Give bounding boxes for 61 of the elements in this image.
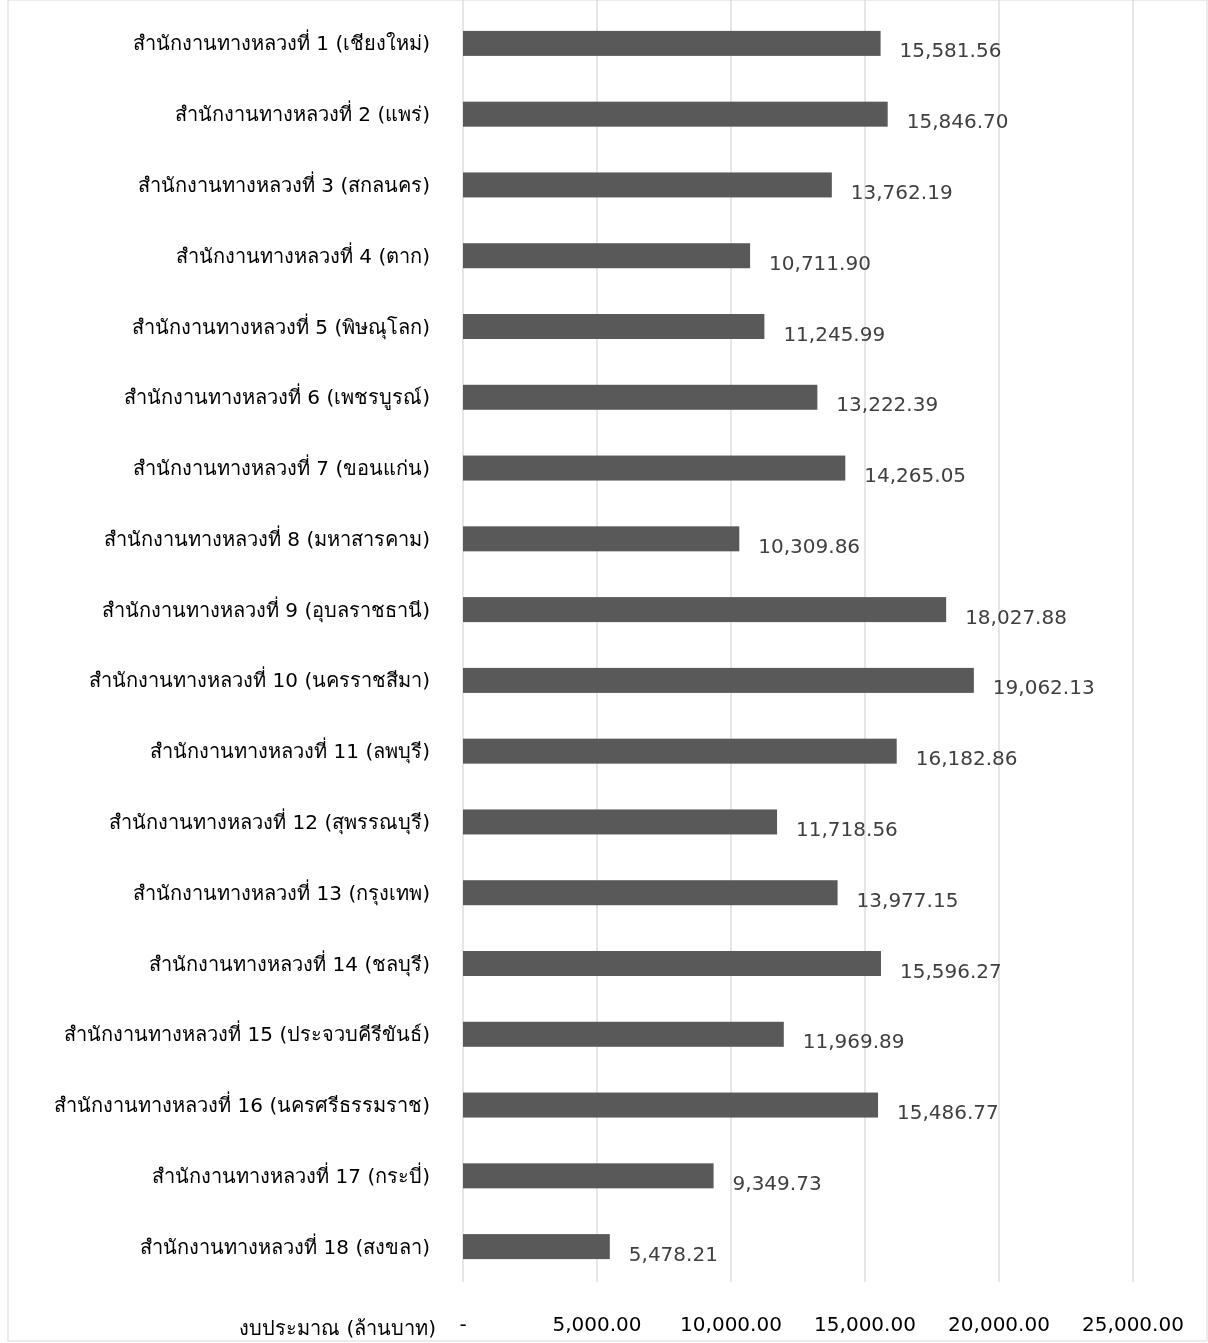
bar [463,526,740,552]
data-label: 13,222.39 [836,392,939,417]
data-label: 16,182.86 [915,746,1018,771]
y-tick-label: สำนักงานทางหลวงที่ 10 (นครราชสีมา) [89,666,430,693]
y-tick-label: สำนักงานทางหลวงที่ 18 (สงขลา) [140,1232,430,1259]
bar [463,243,751,269]
y-tick-label: สำนักงานทางหลวงที่ 2 (แพร่) [174,100,430,127]
y-tick-label: สำนักงานทางหลวงที่ 11 (ลพบุรี) [150,737,430,765]
data-label: 15,596.27 [899,958,1002,983]
data-label: 15,486.77 [897,1100,999,1125]
y-tick-label: สำนักงานทางหลวงที่ 15 (ประจวบคีรีขันธ์) [64,1020,430,1047]
data-label: 19,062.13 [992,675,1095,700]
data-label: 11,718.56 [796,816,898,841]
bar [463,455,846,481]
bar [463,597,947,623]
data-label: 11,969.89 [802,1029,905,1054]
bar [463,880,838,906]
bar [463,667,974,693]
data-label: 15,846.70 [906,109,1009,134]
bar [463,951,881,976]
y-tick-label: สำนักงานทางหลวงที่ 6 (เพชรบูรณ์) [123,383,430,411]
y-tick-label: สำนักงานทางหลวงที่ 1 (เชียงใหม่) [132,29,430,56]
data-label: 9,349.73 [732,1170,822,1195]
bar [463,172,832,198]
y-tick-label: สำนักงานทางหลวงที่ 7 (ขอนแก่น) [132,454,430,481]
y-tick-label: สำนักงานทางหลวงที่ 17 (กระบี่) [152,1161,430,1188]
data-label: 5,478.21 [628,1241,718,1266]
y-tick-label: สำนักงานทางหลวงที่ 3 (สกลนคร) [137,170,430,197]
y-tick-label: สำนักงานทางหลวงที่ 5 (พิษณุโลก) [131,312,430,340]
y-tick-label: สำนักงานทางหลวงที่ 16 (นครศรีธรรมราช) [54,1091,430,1118]
x-axis-title: งบประมาณ (ล้านบาท) [239,1316,436,1340]
x-tick-label: 10,000.00 [680,1312,782,1336]
y-tick-label: สำนักงานทางหลวงที่ 13 (กรุงเทพ) [133,878,430,906]
x-tick-label: 15,000.00 [814,1312,916,1336]
y-tick-label: สำนักงานทางหลวงที่ 14 (ชลบุรี) [149,949,430,977]
data-label: 13,762.19 [850,179,953,204]
data-label: 15,581.56 [899,38,1002,63]
bar [463,1092,879,1118]
x-tick-label: 25,000.00 [1082,1312,1184,1336]
bar [463,1163,714,1189]
bar [463,809,778,835]
data-label: 11,245.99 [783,321,886,346]
bar [463,384,818,410]
data-label: 14,265.05 [864,463,967,488]
data-label: 10,309.86 [758,533,861,558]
y-tick-label: สำนักงานทางหลวงที่ 8 (มหาสารคาม) [103,524,430,551]
x-tick-label: 5,000.00 [552,1312,642,1336]
data-label: 13,977.15 [856,887,959,912]
bar [463,1021,784,1047]
y-tick-label: สำนักงานทางหลวงที่ 9 (อุบลราชธานี) [101,595,430,623]
bar [463,738,897,764]
bar [463,101,888,127]
bar [463,30,881,56]
data-label: 10,711.90 [769,250,871,275]
bar [463,314,765,339]
data-label: 18,027.88 [965,604,1067,629]
x-tick-label: - [459,1312,467,1336]
y-tick-label: สำนักงานทางหลวงที่ 12 (สุพรรณบุรี) [109,807,430,835]
y-tick-label: สำนักงานทางหลวงที่ 4 (ตาก) [175,241,430,268]
x-tick-label: 20,000.00 [948,1312,1050,1336]
bar [463,1234,610,1260]
